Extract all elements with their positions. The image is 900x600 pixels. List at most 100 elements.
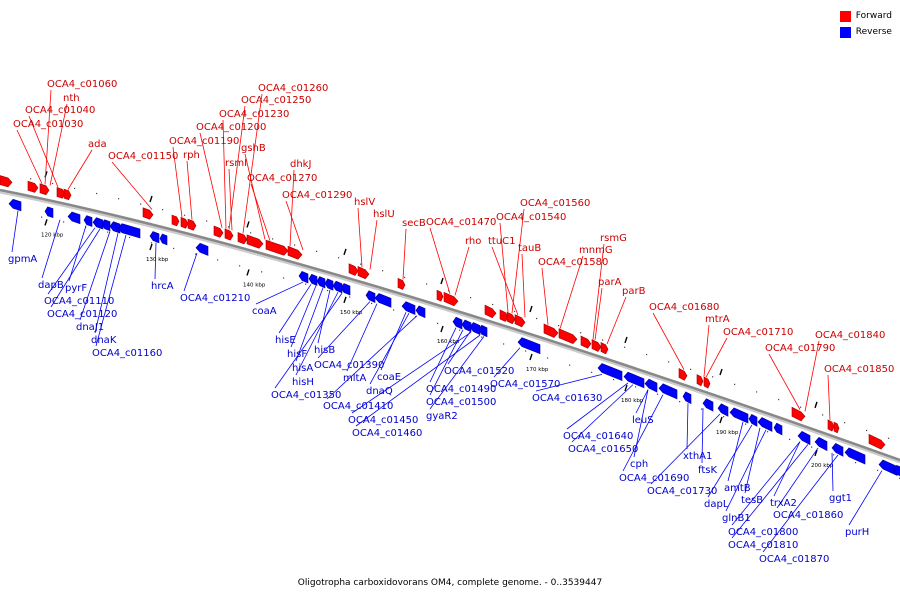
reverse-gene-label: OCA4_c01450 (348, 415, 418, 426)
minor-tick-dots (30, 178, 900, 479)
forward-leader (511, 208, 525, 314)
reverse-leader (94, 233, 119, 334)
minor-dot (349, 296, 351, 298)
minor-dot (635, 386, 637, 388)
reverse-gene-label: hisF (287, 349, 307, 360)
minor-dot (492, 303, 494, 306)
tick-label: 200 kbp (811, 463, 834, 469)
forward-gene-label: OCA4_c01540 (496, 212, 566, 223)
reverse-gene (517, 337, 541, 355)
reverse-leader (278, 284, 312, 334)
minor-dot (756, 391, 758, 393)
reverse-leader (429, 336, 485, 410)
tick-label: 130 kbp (146, 257, 169, 263)
reverse-gene (324, 278, 334, 291)
reverse-gene-label: OCA4_c01110 (44, 296, 114, 307)
forward-gene (558, 328, 578, 345)
forward-gene-label: rsmG (600, 233, 627, 244)
reverse-swatch (839, 26, 851, 38)
minor-dot (162, 209, 164, 211)
gene-arrows (0, 175, 900, 477)
minor-dot (646, 353, 648, 356)
minor-dot (745, 423, 747, 425)
reverse-gene (101, 219, 111, 232)
reverse-leader (776, 447, 819, 509)
minor-dot (30, 178, 32, 180)
reverse-gene (149, 231, 160, 244)
forward-gene (791, 406, 806, 422)
forward-gene (436, 289, 444, 302)
reverse-leader (622, 394, 664, 472)
minor-dot (514, 310, 516, 313)
reverse-gene (374, 293, 392, 308)
tick-mark-above (624, 336, 628, 344)
genome-backbone-shadow (0, 190, 900, 464)
minor-dot (140, 203, 142, 205)
forward-leader (521, 253, 526, 318)
tick-mark-below (719, 416, 723, 424)
reverse-leader (369, 313, 410, 385)
forward-leader (491, 246, 519, 316)
minor-dot (866, 429, 868, 432)
forward-gene-label: OCA4_c01290 (282, 190, 352, 201)
reverse-gene (831, 443, 844, 457)
reverse-gene-label: glnB1 (722, 513, 751, 524)
reverse-leader (731, 444, 809, 539)
forward-gene-label: OCA4_c01680 (649, 302, 719, 313)
minor-dot (734, 383, 736, 385)
forward-leader (285, 200, 304, 251)
reverse-gene (83, 215, 93, 227)
reverse-gene (452, 316, 463, 330)
reverse-gene (893, 465, 900, 477)
reverse-gene-label: trxA2 (770, 498, 797, 509)
minor-dot (591, 371, 593, 373)
tick-mark-above (529, 305, 533, 313)
tick-label: 180 kbp (621, 398, 644, 404)
reverse-leader (650, 413, 721, 485)
minor-dot (822, 414, 824, 416)
forward-swatch (839, 10, 851, 22)
reverse-leader (274, 293, 343, 389)
minor-dot (437, 322, 439, 324)
minor-dot (74, 187, 76, 190)
minor-dot (52, 182, 54, 185)
reverse-gene-label: ftsK (698, 465, 717, 476)
minor-dot (613, 378, 615, 381)
minor-dot (833, 454, 835, 456)
reverse-leader (154, 242, 157, 280)
forward-gene-label: dhkJ (290, 159, 311, 170)
forward-leader (289, 169, 295, 247)
forward-leader (222, 119, 227, 229)
major-ticks: 120 kbp 130 kbp 140 kbp 150 kbp 160 kbp 170 k… (41, 171, 834, 469)
forward-gene (287, 245, 303, 260)
reverse-leader (701, 408, 704, 464)
forward-gene (397, 277, 406, 290)
reverse-gene-label: gpmA (8, 254, 37, 265)
reverse-gene-label: OCA4_c01390 (314, 360, 384, 371)
minor-dot (789, 438, 791, 440)
tick-mark-below (440, 325, 444, 333)
reverse-gene (797, 431, 811, 446)
minor-dot (723, 415, 725, 418)
minor-dot (448, 290, 450, 292)
reverse-gene-label: dnaJ1 (76, 322, 104, 333)
reverse-leader (848, 470, 883, 526)
minor-dot (184, 214, 186, 216)
reverse-leader (317, 289, 331, 344)
reverse-leader (535, 373, 603, 392)
reverse-gene-label: OCA4_c01690 (619, 473, 689, 484)
tick-label: 190 kbp (716, 430, 739, 436)
tick-mark-below (529, 353, 533, 361)
reverse-gene (729, 407, 749, 424)
reverse-gene-label: hisB (314, 345, 335, 356)
reverse-gene (92, 217, 104, 230)
reverse-leader (571, 384, 634, 443)
reverse-leader (50, 228, 101, 308)
reverse-leader (773, 441, 801, 497)
forward-leader (199, 132, 223, 228)
reverse-leader (95, 234, 127, 347)
reverse-gene (401, 301, 416, 316)
tick-label: 170 kbp (526, 367, 549, 373)
forward-leader (705, 337, 728, 378)
